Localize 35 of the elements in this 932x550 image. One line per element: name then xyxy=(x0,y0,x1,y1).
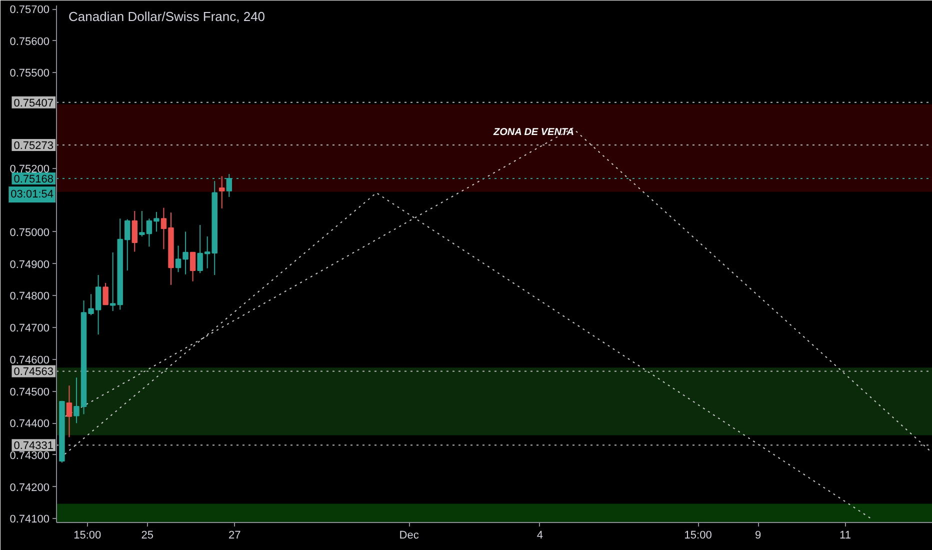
y-tick-label: 0.74100 xyxy=(10,514,50,526)
x-tick-label: 27 xyxy=(228,530,241,542)
x-tick-label: 15:00 xyxy=(74,530,102,542)
x-tick-label: 25 xyxy=(141,530,154,542)
ref-line-label: 0.75407 xyxy=(14,97,54,110)
y-tick-label: 0.75600 xyxy=(10,36,50,48)
x-tick-label: 4 xyxy=(536,530,543,542)
y-tick-label: 0.75200 xyxy=(10,163,50,176)
y-tick-label: 0.75500 xyxy=(10,68,50,80)
ref-line-label: 0.74331 xyxy=(14,440,54,452)
candlestick xyxy=(102,282,108,306)
y-tick-label: 0.74500 xyxy=(10,386,50,398)
y-tick-label: 0.75000 xyxy=(10,226,50,239)
candlestick xyxy=(66,385,72,438)
x-tick-label: Dec xyxy=(399,530,420,542)
y-tick-label: 0.74900 xyxy=(10,258,50,271)
y-tick-label: 0.74600 xyxy=(10,354,50,366)
chart-title: Canadian Dollar/Swiss Franc, 240 xyxy=(68,9,266,24)
candlestick xyxy=(132,210,138,252)
candlestick xyxy=(219,176,225,209)
y-tick-label: 0.74300 xyxy=(10,450,50,462)
y-tick-label: 0.74200 xyxy=(10,482,50,494)
y-tick-label: 0.74400 xyxy=(10,418,50,430)
x-tick-label: 15:00 xyxy=(684,530,712,542)
y-tick-label: 0.74700 xyxy=(10,322,50,335)
ref-line-label: 0.75273 xyxy=(14,140,54,152)
band-label: ZONA DE VENTA xyxy=(492,126,574,138)
text: 03:01:54 xyxy=(10,188,54,200)
ref-line-label: 0.75168 xyxy=(14,173,54,186)
y-tick-label: 0.74800 xyxy=(10,290,50,303)
x-tick-label: 11 xyxy=(840,530,851,542)
ref-line-label: 0.74563 xyxy=(14,366,54,378)
x-tick-label: 9 xyxy=(754,530,762,542)
candlestick xyxy=(190,252,196,282)
y-tick-label: 0.75700 xyxy=(10,4,50,16)
